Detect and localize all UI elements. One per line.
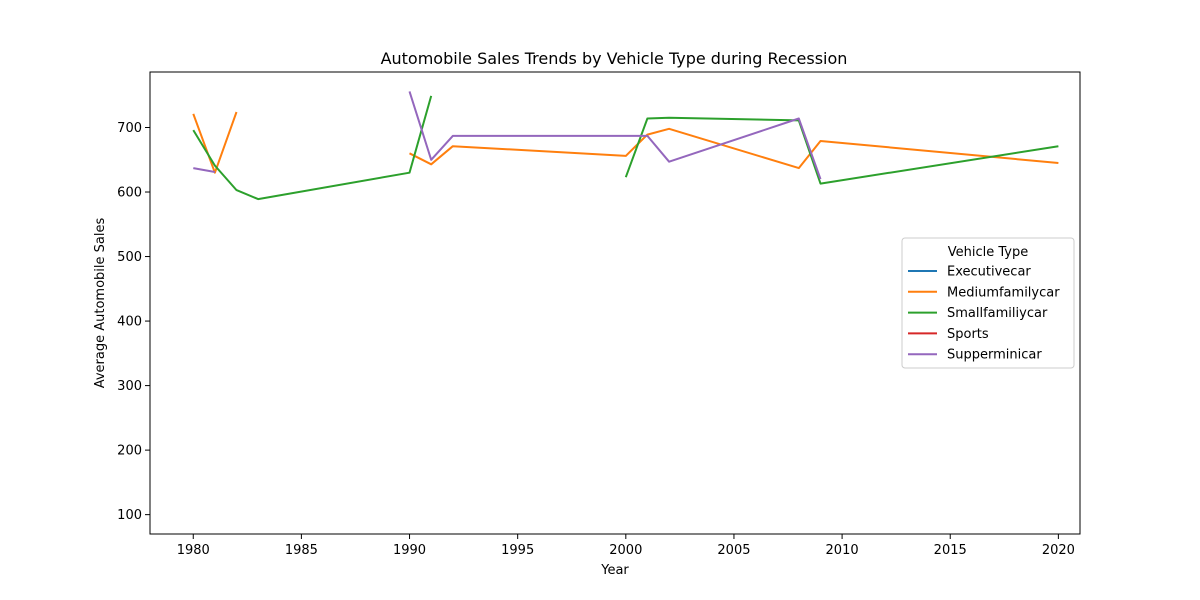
plot-frame [149, 71, 1081, 535]
plot-lines [192, 91, 1059, 201]
x-axis-ticks: 1980 1985 1990 1995 2000 2005 2010 2015 2020 [177, 534, 1075, 558]
y-axis-ticks: 100 200 300 400 500 600 700 [117, 121, 150, 523]
series-line-mediumfamilycar [409, 127, 1059, 170]
legend-label: Smallfamiliycar [947, 306, 1048, 321]
x-tick-label: 1985 [285, 543, 318, 558]
series-line-smallfamiliycar [624, 116, 1059, 185]
x-tick-label: 2020 [1042, 543, 1075, 558]
y-tick-label: 500 [117, 250, 142, 265]
chart-title: Automobile Sales Trends by Vehicle Type … [381, 49, 848, 68]
x-tick-label: 2010 [826, 543, 859, 558]
legend-item-executivecar: Executivecar [908, 265, 1031, 280]
x-tick-label: 2000 [609, 543, 642, 558]
y-tick-label: 700 [117, 121, 142, 136]
series-line-smallfamiliycar [192, 95, 433, 201]
legend-item-supperminicar: Supperminicar [908, 348, 1042, 363]
series-line-supperminicar [408, 91, 822, 180]
series-line-mediumfamilycar [192, 111, 238, 174]
y-tick-label: 300 [117, 379, 142, 394]
x-axis-label: Year [600, 563, 629, 578]
x-tick-label: 1995 [501, 543, 534, 558]
legend-item-smallfamiliycar: Smallfamiliycar [908, 306, 1048, 321]
legend-label: Executivecar [947, 265, 1031, 280]
legend-label: Mediumfamilycar [947, 285, 1060, 300]
y-axis-label: Average Automobile Sales [93, 218, 108, 389]
legend: Vehicle Type Executivecar Mediumfamilycar… [901, 237, 1075, 369]
y-tick-label: 100 [117, 508, 142, 523]
legend-label: Sports [947, 327, 989, 342]
x-tick-label: 1980 [177, 543, 210, 558]
legend-items: Executivecar Mediumfamilycar Smallfamiliyc… [908, 265, 1060, 363]
legend-box [901, 237, 1075, 369]
series-line-supperminicar [193, 167, 216, 173]
legend-item-sports: Sports [908, 327, 989, 342]
x-tick-label: 2015 [934, 543, 967, 558]
x-tick-label: 1990 [393, 543, 426, 558]
x-tick-label: 2005 [717, 543, 750, 558]
legend-label: Supperminicar [947, 348, 1042, 363]
y-tick-label: 200 [117, 444, 142, 459]
legend-title: Vehicle Type [948, 245, 1028, 260]
y-tick-label: 400 [117, 315, 142, 330]
legend-item-mediumfamilycar: Mediumfamilycar [908, 285, 1060, 300]
y-tick-label: 600 [117, 186, 142, 201]
